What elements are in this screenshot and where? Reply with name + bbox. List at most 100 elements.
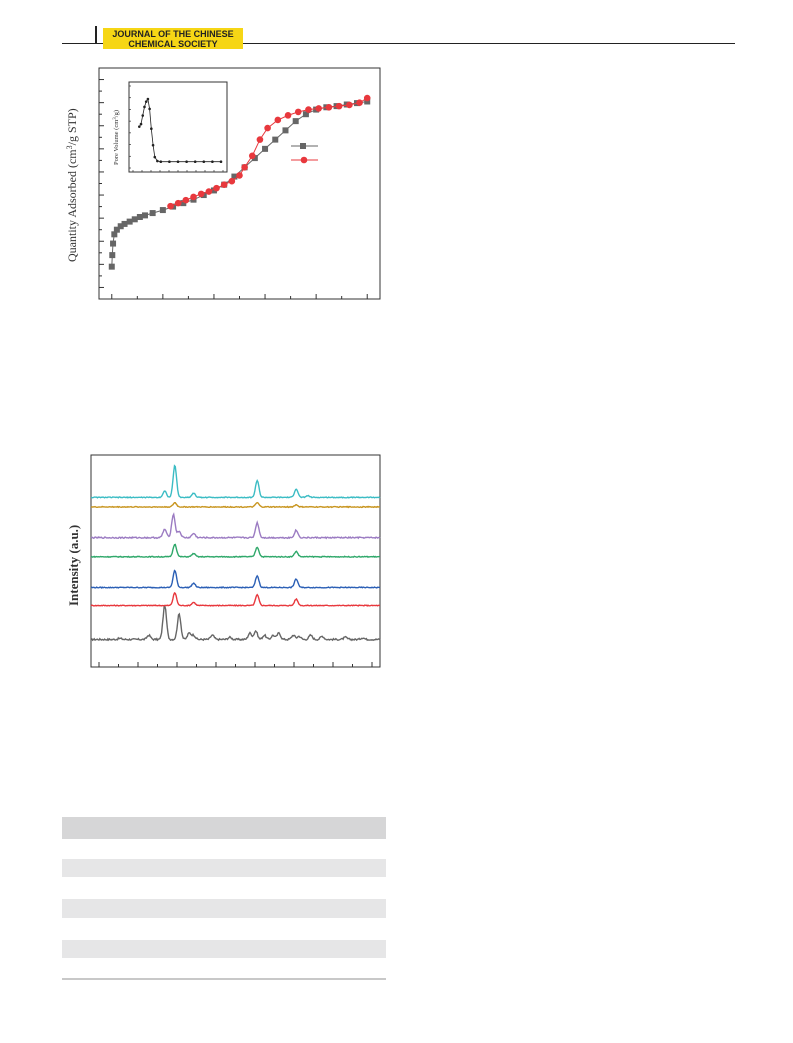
desorption-point (363, 94, 371, 102)
journal-name-line1: JOURNAL OF THE CHINESE (112, 29, 234, 39)
desorption-point (335, 102, 343, 110)
adsorption-point (180, 200, 187, 207)
xrd-series (90, 464, 381, 642)
isotherm-ylabel-unit: /g STP) (65, 108, 79, 145)
adsorption-point (141, 212, 148, 219)
pore-volume-point (150, 127, 153, 130)
desorption-point (284, 112, 292, 119)
isotherm-legend (291, 143, 318, 164)
pore-volume-point (168, 160, 171, 163)
isotherm-series (108, 94, 371, 270)
desorption-point (256, 136, 264, 143)
desorption-point (325, 103, 333, 111)
legend-circle-marker (300, 156, 308, 164)
adsorption-point (113, 226, 120, 233)
desorption-point (305, 106, 312, 113)
table-row-band (62, 859, 386, 877)
pore-volume-point (202, 160, 206, 163)
desorption-point (346, 101, 353, 109)
adsorption-point (117, 223, 124, 230)
desorption-point (190, 193, 197, 201)
adsorption-point (210, 187, 217, 194)
inset-series (138, 97, 223, 163)
xrd-pattern-line (90, 501, 380, 509)
pore-volume-point (156, 159, 159, 163)
xrd-pattern-line (90, 569, 381, 589)
isotherm-figure: Quantity Adsorbed (cm3/g STP) Pore Volum… (65, 67, 381, 300)
adsorption-point (111, 231, 118, 238)
adsorption-point (364, 98, 371, 105)
desorption-point (197, 190, 205, 198)
pore-volume-point (148, 107, 151, 111)
desorption-point (248, 152, 256, 160)
desorption-point (315, 105, 322, 112)
isotherm-ylabel: Quantity Adsorbed (cm3/g STP) (65, 108, 79, 262)
inset-ylabel-text: Pore Volume (cm (113, 120, 120, 165)
adsorption-point (251, 155, 258, 162)
pore-volume-point (151, 143, 155, 147)
pore-volume-point (153, 155, 157, 159)
adsorption-point (109, 252, 116, 259)
inset-ylabel: Pore Volume (cm3/g) (113, 110, 120, 165)
adsorption-point (121, 220, 128, 227)
xrd-frame (90, 454, 381, 668)
desorption-point (274, 116, 282, 124)
desorption-point (167, 202, 174, 210)
pore-volume-point (211, 160, 214, 163)
pore-volume-point (144, 100, 148, 103)
desorption-point (220, 181, 228, 188)
isotherm-ticks (99, 79, 368, 299)
pore-volume-point (219, 160, 223, 163)
xrd-pattern-line (90, 543, 380, 559)
isotherm-ylabel-text: Quantity Adsorbed (cm (65, 149, 79, 262)
adsorption-point (108, 263, 115, 270)
desorption-point (236, 172, 243, 179)
desorption-point (182, 196, 190, 204)
pore-volume-point (185, 160, 188, 163)
desorption-point (356, 99, 363, 106)
adsorption-point (262, 145, 269, 152)
xrd-pattern-line (90, 592, 381, 607)
desorption-point (174, 199, 182, 207)
pore-volume-point (143, 105, 146, 109)
desorption-point (213, 184, 220, 192)
adsorption-point (292, 118, 299, 125)
desorption-point (205, 188, 213, 195)
inset-ylabel-unit: /g) (113, 110, 120, 117)
desorption-point (228, 177, 236, 185)
pore-volume-point (176, 160, 180, 163)
xrd-pattern-line (90, 512, 381, 540)
adsorption-point (231, 173, 238, 180)
inset-frame (128, 81, 228, 173)
pore-volume-point (146, 97, 150, 101)
inset-ticks (129, 85, 224, 172)
xrd-figure: Intensity (a.u.) (66, 454, 381, 668)
table-row-band (62, 899, 386, 918)
table-header-band (62, 817, 386, 839)
xrd-pattern-line (90, 464, 381, 499)
desorption-point (241, 164, 248, 171)
pore-volume-point (193, 160, 197, 163)
journal-name-line2: CHEMICAL SOCIETY (128, 39, 218, 49)
adsorption-point (149, 210, 156, 217)
pore-volume-point (141, 114, 145, 117)
table-bottom-rule (62, 978, 386, 980)
adsorption-point (131, 216, 138, 223)
isotherm-ylabel-sup: 3 (65, 145, 74, 149)
adsorption-point (302, 111, 309, 118)
journal-badge: JOURNAL OF THE CHINESE CHEMICAL SOCIETY (103, 28, 243, 49)
inset-ylabel-sup: 3 (113, 117, 118, 120)
adsorption-point (110, 240, 117, 247)
adsorption-point (136, 213, 143, 220)
header-tick (95, 26, 97, 44)
pore-volume-point (138, 125, 141, 129)
xrd-ticks (98, 662, 373, 667)
pore-volume-point (159, 160, 163, 163)
desorption-point (294, 108, 302, 116)
adsorption-point (159, 207, 166, 214)
desorption-point (264, 124, 271, 132)
xrd-pattern-line (90, 605, 381, 642)
header-rule (62, 43, 735, 44)
pore-volume-point (139, 122, 143, 126)
